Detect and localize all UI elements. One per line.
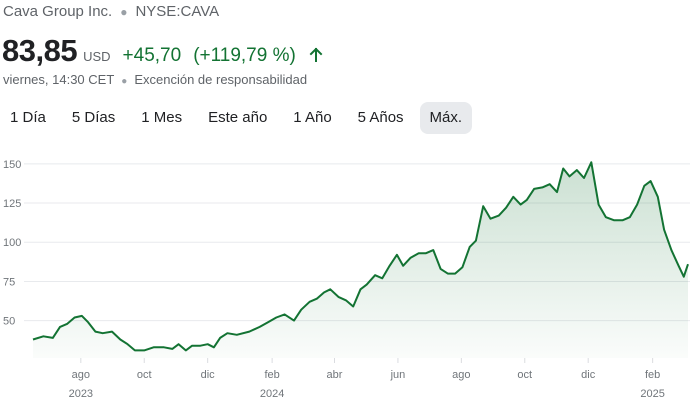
separator-dot: ● (120, 5, 128, 19)
range-button-0[interactable]: 1 Día (10, 109, 46, 126)
price-area (33, 162, 688, 358)
range-button-5[interactable]: 5 Años (357, 109, 404, 126)
y-tick-label: 125 (3, 198, 21, 210)
x-tick-year: 2025 (640, 388, 664, 400)
quote-timestamp: viernes, 14:30 CET (3, 72, 115, 87)
range-button-3[interactable]: Este año (208, 109, 268, 126)
y-tick-label: 100 (3, 237, 21, 249)
x-tick-label: feb (645, 369, 660, 381)
x-tick-label: oct (137, 369, 152, 381)
x-tick-label: ago (452, 369, 470, 381)
range-button-1[interactable]: 5 Días (71, 109, 116, 126)
price-change-percent: (+119,79 %) (193, 45, 296, 66)
arrow-up-icon (309, 47, 323, 62)
price-change: +45,70 (122, 45, 182, 66)
x-tick-year: 2023 (69, 388, 93, 400)
x-tick-label: abr (327, 369, 343, 381)
x-tick-year: 2024 (260, 388, 284, 400)
disclaimer-link[interactable]: Excención de responsabilidad (134, 72, 308, 87)
x-tick-label: oct (517, 369, 532, 381)
x-tick-label: dic (581, 369, 596, 381)
x-tick-label: dic (201, 369, 216, 381)
y-tick-label: 50 (3, 316, 15, 328)
range-button-2[interactable]: 1 Mes (141, 109, 183, 126)
company-name: Cava Group Inc. (3, 3, 113, 20)
quote-meta: viernes, 14:30 CET ● Excención de responsa… (3, 72, 307, 87)
range-button-4[interactable]: 1 Año (293, 109, 332, 126)
x-tick-label: feb (264, 369, 279, 381)
currency-label: USD (83, 49, 111, 64)
separator-dot: ● (121, 76, 128, 87)
range-button-6[interactable]: Máx. (419, 102, 473, 134)
y-tick-label: 150 (3, 159, 21, 171)
range-selector: 1 Día 5 Días 1 Mes Este año 1 Año 5 Años Máx. (0, 102, 478, 134)
y-tick-label: 75 (3, 276, 15, 288)
price-chart[interactable]: 50 75 100 125 150 ago 2023 oct dic feb 2024 abr jun… (0, 148, 690, 402)
stock-header: Cava Group Inc. ● NYSE:CAVA (3, 3, 219, 20)
price-row: 83,85 USD +45,70 (+119,79 %) (2, 33, 324, 69)
current-price: 83,85 (2, 33, 78, 68)
price-line (32, 161, 689, 352)
x-tick-label: jun (390, 369, 406, 381)
ticker-symbol: NYSE:CAVA (135, 3, 220, 20)
x-tick-label: ago (72, 369, 90, 381)
